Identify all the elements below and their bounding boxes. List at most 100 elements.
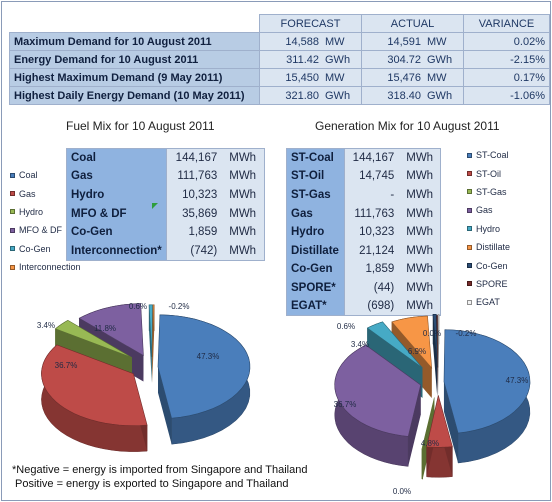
legend-swatch [10,191,15,197]
fuel-unit: MWh [221,185,265,205]
gen-mix-row: ST-Coal 144,167 MWh [286,148,441,168]
gen-value: 10,323 [344,222,399,242]
forecast-unit: GWh [325,89,351,102]
gen-legend-item: Distillate [467,238,510,256]
pie-slice-st-coal [443,329,531,434]
gen-value: 1,859 [344,260,399,279]
fuel-legend-item: Gas [10,184,81,202]
legend-swatch [10,209,15,215]
gen-value: - [344,185,399,205]
actual-value: 14,591 [387,35,421,48]
gen-name: Gas [286,204,345,223]
fuel-value: 10,323 [166,185,222,205]
gen-mix-row: Gas 111,763 MWh [286,204,441,223]
pie-slice-hydro [366,321,423,369]
row-label: Maximum Demand for 10 August 2011 [9,32,260,51]
gen-mix-row: Co-Gen 1,859 MWh [286,260,441,279]
pie-data-label: 47.3% [506,376,529,385]
actual-value: 304.72 [387,53,421,66]
fuel-mix-row: Hydro 10,323 MWh [66,185,265,205]
gen-unit: MWh [398,185,441,205]
gen-name: Co-Gen [286,260,345,279]
header-blank [9,14,260,33]
legend-label: Co-Gen [476,260,508,271]
gen-mix-row: EGAT* (698) MWh [286,297,441,316]
variance-value: 0.17% [463,68,550,87]
fuel-unit: MWh [221,167,265,186]
forecast-unit: MW [325,71,345,84]
fuel-unit: MWh [221,204,265,223]
pie-slice-co-gen [432,314,438,367]
pie-slice-egat [437,314,440,367]
actual-unit: MW [427,71,447,84]
gen-unit: MWh [398,222,441,242]
variance-value: -2.15% [463,50,550,69]
generation-mix-table: ST-Coal 144,167 MWh ST-Oil 14,745 MWh ST-Gas… [286,148,441,317]
forecast-value: 15,450 [285,71,319,84]
pie-slice-edge [157,366,172,445]
fuel-mix-table: Coal 144,167 MWh Gas 111,763 MWh Hydro 10,323… [66,148,265,261]
pie-slice-edge [149,304,152,383]
note-positive: Positive = energy is exported to Singapo… [15,478,289,490]
row-label: Highest Daily Energy Demand (10 May 2011… [9,86,260,105]
pie-data-label: 36.7% [55,361,78,370]
note-negative: *Negative = energy is imported from Sing… [12,464,308,476]
fuel-name: Gas [66,167,167,186]
gen-legend-item: Hydro [467,220,510,238]
variance-value: 0.02% [463,32,550,51]
gen-unit: MWh [398,278,441,298]
fuel-value: 1,859 [166,222,222,242]
forecast-value: 321.80 [285,89,319,102]
summary-row: Highest Daily Energy Demand (10 May 2011… [9,86,550,105]
fuel-name: MFO & DF [66,204,167,223]
header-variance: VARIANCE [463,14,550,33]
header-actual: ACTUAL [361,14,464,33]
legend-swatch [10,227,15,233]
gen-name: EGAT* [286,297,345,316]
comment-indicator-icon [152,203,158,209]
pie-data-label: 0.0% [393,487,411,496]
gen-name: Hydro [286,222,345,242]
gen-mix-row: SPORE* (44) MWh [286,278,441,298]
pie-slice-mfo-df [78,303,144,357]
pie-slice-spore [436,315,439,368]
legend-label: Hydro [19,206,44,217]
pie-slice-coal [157,314,251,419]
gen-legend-item: ST-Oil [467,164,510,182]
pie-data-label: -0.2% [169,302,190,311]
legend-label: Interconnection [19,262,81,273]
legend-swatch [467,281,472,287]
fuel-value: 111,763 [166,167,222,186]
pie-data-label: 47.3% [197,352,220,361]
fuel-legend-item: MFO & DF [10,221,81,239]
header-forecast: FORECAST [259,14,362,33]
legend-swatch [467,171,472,177]
row-label: Energy Demand for 10 August 2011 [9,50,260,69]
gen-value: 14,745 [344,167,399,186]
fuel-name: Co-Gen [66,222,167,242]
legend-label: SPORE [476,278,508,289]
actual-value: 15,476 [387,71,421,84]
fuel-mix-row: MFO & DF 35,869 MWh [66,204,265,223]
legend-swatch [10,172,15,178]
fuel-name: Interconnection* [66,241,167,261]
legend-label: EGAT [476,297,500,308]
pie-slice-interconnection [151,304,155,357]
pie-data-label: 4.8% [421,439,439,448]
gen-legend-item: SPORE [467,275,510,293]
gen-legend-item: EGAT [467,293,510,311]
legend-swatch [467,152,472,158]
gen-unit: MWh [398,167,441,186]
legend-swatch [467,226,472,232]
forecast-value: 311.42 [286,53,319,66]
gen-unit: MWh [398,204,441,223]
actual-unit: MW [427,35,447,48]
pie-data-label: 0.6% [337,322,355,331]
legend-swatch [10,264,15,270]
legend-label: Gas [19,188,36,199]
gen-name: ST-Oil [286,167,345,186]
legend-swatch [467,207,472,213]
gen-unit: MWh [398,260,441,279]
gen-legend-item: Co-Gen [467,256,510,274]
